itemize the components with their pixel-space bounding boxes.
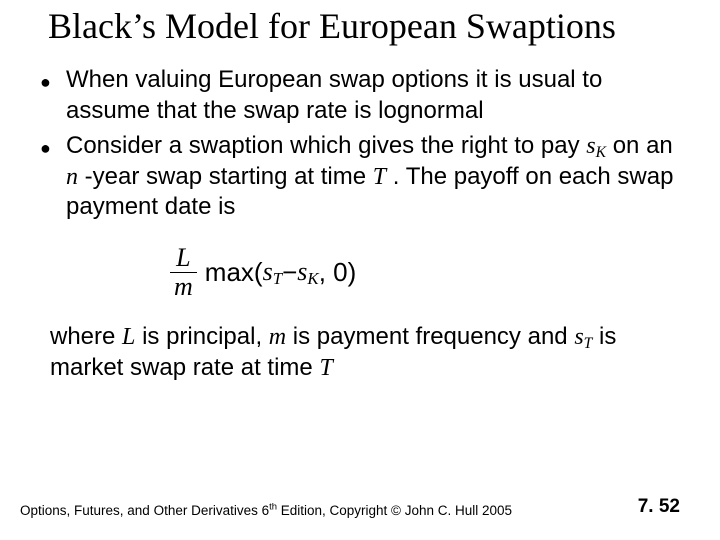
bullet-marker-icon: ● [40,131,66,163]
bullet-list: ● When valuing European swap options it … [0,47,720,223]
minus: − [282,257,297,288]
text: s [263,257,273,286]
text: where [50,323,122,350]
text: Options, Futures, and Other Derivatives … [20,503,269,518]
text: s [586,133,595,159]
text: on an [606,132,673,159]
where-text: where L is principal, m is payment frequ… [0,308,720,383]
numerator: L [172,245,194,272]
var-T: T [373,164,386,190]
text: When valuing European swap options it is… [66,66,602,124]
bullet-marker-icon: ● [40,65,66,97]
var-n: n [66,164,78,190]
bullet-item: ● Consider a swaption which gives the ri… [40,131,680,223]
denominator: m [170,272,197,300]
text: is principal, [135,323,268,350]
formula-inner: L m max(sT − sK , 0) [170,245,720,300]
comma-zero: , 0 [319,257,348,288]
var-sT: sT [574,324,592,350]
text: is payment frequency and [286,323,574,350]
text: th [269,502,277,513]
var-T: T [319,355,332,381]
close-paren: ) [348,257,357,288]
var-sK: sK [586,133,606,159]
text: s [297,257,307,286]
bullet-text: Consider a swaption which gives the righ… [66,131,680,223]
max-word: max [205,257,254,288]
text: K [596,144,606,161]
text: Consider a swaption which gives the righ… [66,132,586,159]
text: T [273,270,282,289]
open-paren: ( [254,257,263,288]
footer-citation: Options, Futures, and Other Derivatives … [20,503,512,518]
text: -year swap starting at time [78,163,373,190]
text: Edition, Copyright © John C. Hull 2005 [277,503,512,518]
slide-title: Black’s Model for European Swaptions [0,0,720,47]
var-sK: sK [297,257,318,287]
text: K [307,270,318,289]
text: s [574,324,583,350]
slide: Black’s Model for European Swaptions ● W… [0,0,720,540]
var-m: m [269,324,286,350]
page-number: 7. 52 [638,496,700,518]
fraction: L m [170,245,197,300]
bullet-text: When valuing European swap options it is… [66,65,680,126]
footer: Options, Futures, and Other Derivatives … [20,496,700,518]
formula: L m max(sT − sK , 0) [0,227,720,308]
var-sT: sT [263,257,283,287]
bullet-item: ● When valuing European swap options it … [40,65,680,126]
var-L: L [122,324,135,350]
